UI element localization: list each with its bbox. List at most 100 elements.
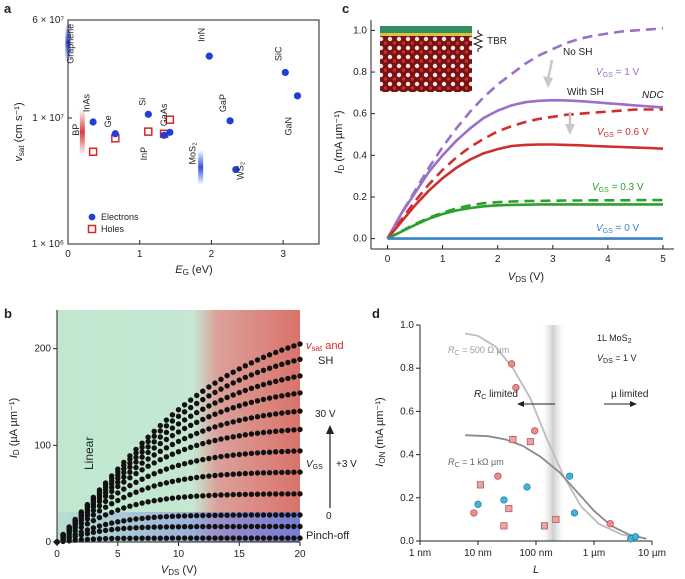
output-curve-point	[139, 535, 145, 541]
material-label: GaN	[284, 117, 294, 136]
output-curve-point	[248, 535, 255, 541]
output-curve-point	[260, 512, 267, 518]
output-curve-point	[266, 412, 273, 418]
rc-limited-arrow-icon	[517, 401, 524, 407]
output-curve-point	[297, 426, 303, 433]
output-curve-point	[212, 411, 218, 417]
linear-region-label: Linear	[82, 437, 96, 470]
output-curve-point	[230, 419, 236, 425]
output-curve-point	[279, 535, 285, 541]
output-curve-point	[127, 517, 133, 523]
output-curve-point	[169, 432, 176, 439]
panel-d-ylabel: ION (mA µm⁻¹)	[374, 397, 387, 466]
output-curve-point	[279, 361, 285, 367]
output-curve-point	[200, 428, 206, 434]
output-curve-point	[194, 458, 200, 464]
output-curve-point	[285, 392, 291, 398]
output-curve-point	[230, 512, 236, 518]
mu-limited-arrow-icon	[630, 401, 637, 407]
output-curve-point	[109, 509, 115, 516]
ion-cyan-point	[570, 509, 579, 517]
ion-square-point	[540, 522, 548, 530]
output-curve-point	[194, 392, 200, 399]
output-curve-point	[266, 523, 273, 530]
output-curve-point	[102, 512, 109, 518]
panel-d-xtick-label: 10 µm	[638, 548, 666, 559]
output-curve-point	[145, 438, 151, 445]
output-curve-point	[200, 440, 206, 447]
panel-b-ytick-label: 0	[45, 537, 51, 548]
panel-c-ytick-label: 0.6	[353, 109, 367, 120]
output-curve-point	[242, 451, 248, 457]
output-curve-point	[248, 360, 255, 366]
output-curve-point	[242, 387, 248, 394]
output-curve-point	[260, 535, 267, 541]
electron-point	[205, 52, 213, 60]
output-curve-point	[206, 439, 212, 445]
panel-d-ytick-label: 0.0	[400, 536, 414, 547]
panel-c-ytick-label: 0.8	[353, 67, 367, 78]
vgs-0-label: VGS = 0 V	[596, 223, 640, 235]
output-curve-point	[157, 440, 163, 447]
output-curve-point	[90, 494, 97, 500]
panel-c-xlabel: VDS (V)	[508, 271, 544, 284]
output-curve-point	[102, 521, 109, 528]
output-curve-point	[279, 347, 285, 353]
output-curve-point	[285, 523, 291, 530]
output-curve-point	[145, 449, 151, 456]
output-curve-point	[175, 513, 182, 519]
output-curve-point	[127, 535, 133, 541]
output-curve-point	[127, 482, 133, 489]
iv-curve-3	[386, 143, 664, 240]
ion-square-point	[509, 435, 517, 443]
output-curve-point	[163, 513, 170, 520]
rc-curve-1	[465, 434, 647, 540]
output-curve-point	[218, 376, 224, 382]
electron-point	[226, 117, 234, 125]
sh-label: SH	[318, 355, 333, 367]
output-curve-point	[206, 384, 212, 390]
output-curve-point	[248, 399, 255, 406]
output-curve-point	[169, 478, 176, 485]
output-curve-point	[285, 427, 291, 433]
output-curve-point	[297, 373, 303, 379]
panel-c-ylabel: ID (mA µm⁻¹)	[333, 110, 346, 173]
output-curve-point	[157, 481, 163, 487]
output-curve-point	[236, 491, 242, 498]
output-curve-point	[279, 523, 285, 530]
vds-condition-label: VDS = 1 V	[597, 353, 637, 365]
output-curve-point	[175, 524, 182, 530]
output-curve-point	[273, 428, 279, 434]
output-curve-point	[218, 492, 224, 498]
output-curve-point	[212, 454, 218, 461]
output-curve-point	[206, 414, 212, 420]
output-curve-point	[297, 341, 303, 347]
output-curve-point	[175, 462, 182, 468]
output-curve-point	[121, 459, 127, 466]
output-curve-point	[188, 413, 194, 419]
output-curve-point	[188, 493, 194, 500]
no-sh-label: No SH	[563, 47, 592, 58]
output-curve-point	[212, 400, 218, 406]
output-curve-point	[224, 394, 230, 401]
hole-point	[144, 127, 153, 136]
legend-hole-marker	[87, 224, 97, 234]
output-curve-point	[212, 389, 218, 396]
vgs-1-label: VGS = 1 V	[596, 67, 640, 79]
output-curve-point	[230, 535, 236, 541]
output-curve-point	[273, 449, 279, 455]
output-curve-point	[212, 380, 218, 386]
output-curve-point	[200, 493, 206, 499]
ion-square-point	[500, 522, 508, 530]
output-curve-point	[266, 380, 273, 386]
output-curve-point	[206, 426, 212, 432]
output-curve-point	[90, 536, 97, 542]
output-curve-point	[169, 418, 176, 424]
output-curve-point	[230, 471, 236, 477]
rc500-label: RC = 500 Ω µm	[448, 345, 509, 357]
output-curve-point	[224, 512, 230, 518]
output-curve-point	[157, 457, 163, 463]
ion-circle-point	[512, 384, 520, 392]
output-curve-point	[200, 512, 206, 519]
